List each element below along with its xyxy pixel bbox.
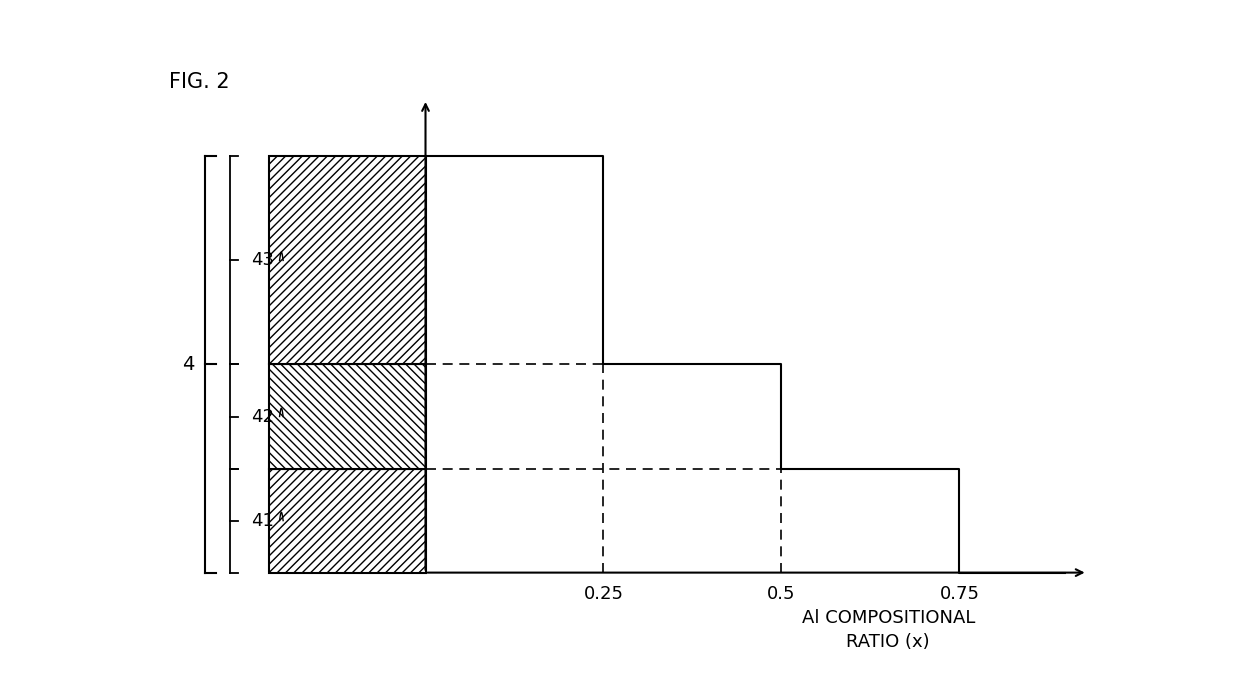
Text: RATIO (x): RATIO (x) xyxy=(847,633,930,651)
Text: 41: 41 xyxy=(250,512,274,530)
Bar xyxy=(269,157,425,365)
Text: 4: 4 xyxy=(182,355,195,374)
Text: 0.25: 0.25 xyxy=(584,585,624,603)
Text: Al COMPOSITIONAL: Al COMPOSITIONAL xyxy=(801,609,975,627)
Text: 42: 42 xyxy=(250,408,274,425)
Bar xyxy=(269,365,425,468)
Text: 0.75: 0.75 xyxy=(940,585,980,603)
Text: 0.5: 0.5 xyxy=(768,585,796,603)
Text: 43: 43 xyxy=(250,251,274,269)
Bar xyxy=(269,468,425,573)
Text: FIG. 2: FIG. 2 xyxy=(169,72,229,92)
